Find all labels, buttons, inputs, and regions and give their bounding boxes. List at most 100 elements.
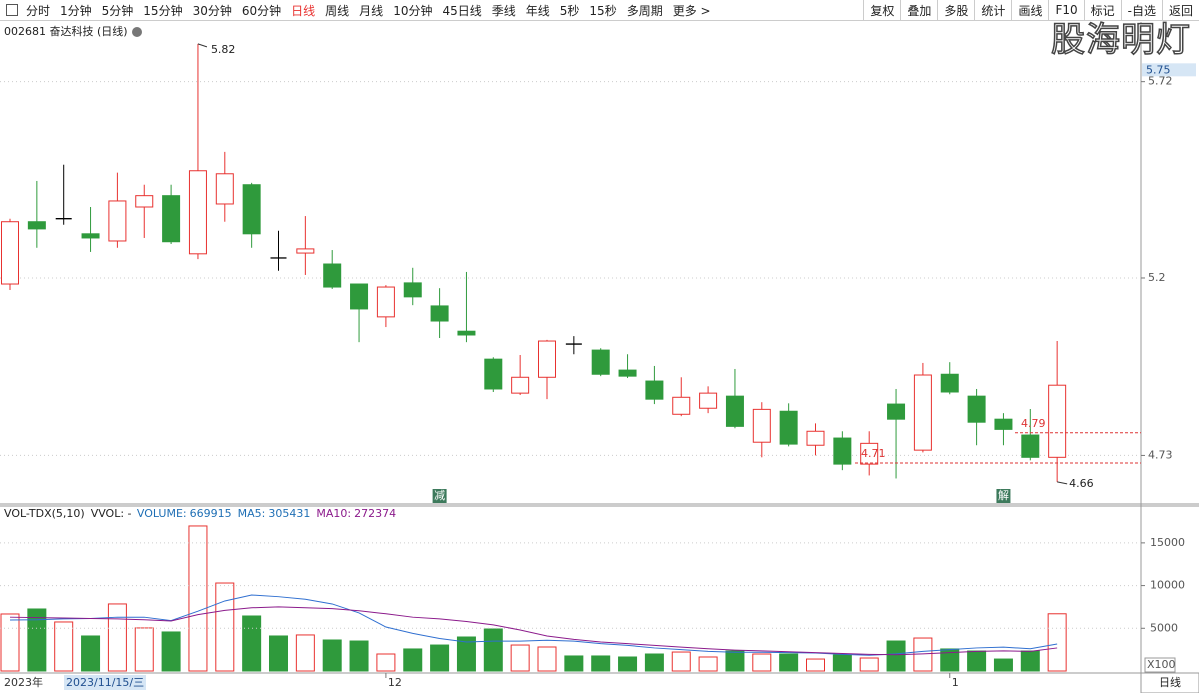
toolbar-tab[interactable]: 周线 [325, 3, 350, 18]
volume-bar [886, 640, 906, 672]
ma10-line [9, 606, 1058, 656]
toolbar-right: 复权 叠加 多股 统计 画线 F10 标记 -自选 返回 [863, 0, 1199, 20]
volume-bar [725, 650, 745, 672]
candle-body [484, 358, 503, 390]
toolbar-tab[interactable]: 1分钟 [60, 3, 92, 18]
y-tick-label: 4.73 [1148, 448, 1173, 461]
toolbar-tab[interactable]: 30分钟 [192, 3, 232, 18]
toolbar-button[interactable]: 多股 [937, 0, 974, 20]
toolbar-tab[interactable]: 60分钟 [241, 3, 282, 18]
unit-box [1144, 657, 1176, 673]
toolbar-tab[interactable]: 10分钟 [393, 3, 433, 18]
candle-body [242, 184, 261, 235]
y-tick-label: 5000 [1150, 621, 1178, 634]
volume-bar [403, 648, 423, 672]
toolbar-button[interactable]: F10 [1048, 0, 1083, 20]
toolbar-icon[interactable] [6, 4, 18, 16]
volume-bar [27, 608, 47, 672]
annotation-arrow [197, 43, 208, 48]
candle-body [27, 221, 46, 230]
legend-value: 669915 [190, 507, 232, 520]
candle-body [1021, 434, 1040, 458]
volume-bar [376, 653, 396, 672]
volume-bar [967, 650, 987, 672]
indicator-name: VOL-TDX(5,10) [4, 507, 85, 520]
volume-bar [537, 646, 557, 672]
volume-bar [215, 582, 235, 672]
volume-bar [859, 657, 879, 672]
candle-body [1048, 384, 1067, 458]
x-tick-label: 2023年 [4, 675, 43, 689]
volume-bar [806, 658, 825, 672]
event-marker-label: 减 [434, 489, 445, 502]
toolbar-tab[interactable]: 日线 [291, 3, 316, 18]
volume-header: VOL-TDX(5,10) VVOL: - VOLUME: 669915 MA5: 305… [4, 507, 396, 520]
toolbar-button[interactable]: 复权 [863, 0, 900, 20]
event-marker [432, 489, 447, 503]
toolbar-tab[interactable]: 5秒 [559, 3, 580, 18]
cursor-date-box [64, 675, 146, 690]
volume-bar [940, 648, 960, 672]
volume-bar [107, 603, 127, 672]
toolbar-button[interactable]: 返回 [1161, 0, 1199, 20]
candle-body [887, 403, 906, 420]
toolbar-tab[interactable]: 更多 > [672, 3, 711, 18]
volume-bar [1047, 613, 1067, 672]
toolbar-tab[interactable]: 45日线 [442, 3, 482, 18]
toolbar-button[interactable]: 标记 [1083, 0, 1121, 20]
candle-body [108, 200, 127, 242]
volume-bar [993, 658, 1013, 672]
candle-body [940, 373, 959, 393]
toolbar-button[interactable]: 统计 [974, 0, 1011, 20]
legend-name: MA10: [316, 507, 351, 520]
volume-bar [591, 655, 611, 672]
legend-name: MA5: [238, 507, 266, 520]
candle-body [672, 396, 691, 415]
volume-bar [322, 639, 342, 672]
toolbar-button[interactable]: 画线 [1011, 0, 1048, 20]
candle-body [162, 195, 181, 243]
candle-body [81, 233, 100, 239]
toolbar-button[interactable]: -自选 [1120, 0, 1162, 20]
candle-body [376, 286, 395, 318]
candle-body [725, 395, 744, 427]
volume-bar [269, 635, 288, 672]
cursor-price-box [1142, 63, 1196, 77]
volume-bar [349, 640, 369, 672]
toolbar-tab[interactable]: 年线 [525, 3, 550, 18]
candle-body [699, 392, 718, 409]
cursor-date-label: 2023/11/15/三 [66, 676, 144, 689]
toolbar-button[interactable]: 叠加 [900, 0, 937, 20]
x-tick-label: 1 [952, 676, 959, 689]
y-tick-label: 5.72 [1148, 75, 1173, 88]
high-label: 5.82 [211, 43, 236, 56]
volume-bar [698, 656, 718, 672]
legend-value: 272374 [354, 507, 396, 520]
low-label: 4.66 [1069, 477, 1094, 490]
toolbar-tab[interactable]: 分时 [26, 3, 51, 18]
toolbar-tab[interactable]: 15分钟 [143, 3, 183, 18]
toolbar-tab[interactable]: 5分钟 [101, 3, 134, 18]
annotation-arrow [1057, 481, 1068, 485]
candle-body [511, 376, 530, 394]
volume-bar [430, 644, 450, 672]
volume-bar [1020, 650, 1040, 672]
volume-bar [832, 654, 852, 672]
period-label: 日线 [1159, 675, 1181, 689]
volume-bar [752, 653, 772, 672]
toolbar-tab[interactable]: 月线 [359, 3, 384, 18]
toolbar-tab[interactable]: 多周期 [626, 3, 663, 18]
candle-body [135, 195, 154, 208]
volume-bar [456, 636, 476, 672]
period-box [1140, 672, 1199, 693]
toolbar-tab[interactable]: 季线 [491, 3, 516, 18]
candle-body [215, 173, 234, 205]
candle-body [323, 263, 342, 288]
cursor-price-label: 5.75 [1146, 63, 1171, 76]
toolbar-tab[interactable]: 15秒 [589, 3, 617, 18]
toolbar: 分时 1分钟 5分钟 15分钟 30分钟 60分钟 日线 周线 月线 10分钟 45日线 季线 年线 5秒… [0, 0, 1199, 21]
candle-body [457, 330, 476, 336]
candle-body [806, 430, 825, 446]
candle-body [350, 283, 369, 310]
